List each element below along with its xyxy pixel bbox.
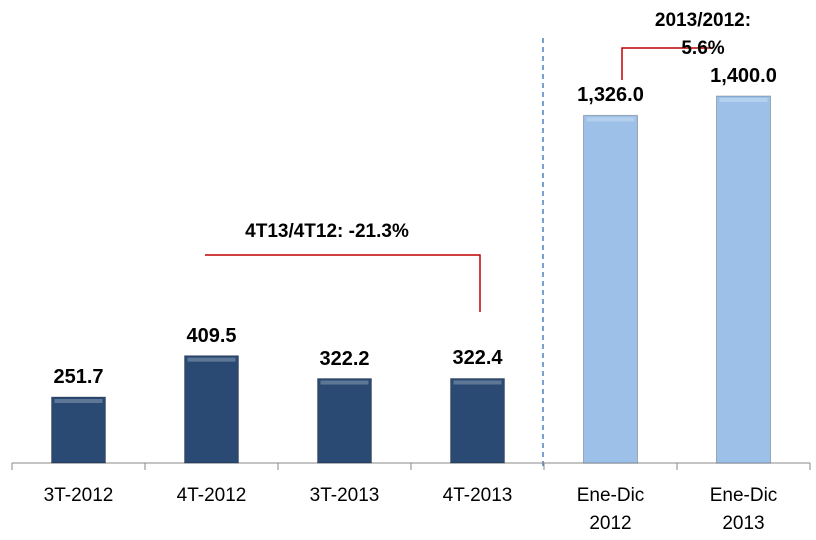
bar: [583, 114, 638, 464]
x-tick-label: 4T-2012: [176, 485, 247, 506]
bar-highlight: [187, 357, 236, 362]
x-tick-label: 3T-2012: [43, 485, 114, 506]
bar: [716, 95, 771, 464]
annotation: 4T13/4T12: -21.3%: [245, 221, 409, 242]
bracket: [205, 254, 481, 312]
value-label: 409.5: [186, 324, 237, 347]
bar: [184, 355, 239, 464]
bracket: [621, 47, 712, 80]
x-tick-label: Ene-Dic 2012: [576, 485, 645, 534]
x-tick-label: Ene-Dic 2013: [709, 485, 778, 534]
bar: [450, 377, 505, 464]
value-label: 1,400.0: [710, 65, 777, 87]
bar-highlight: [586, 117, 635, 122]
x-tick-label: 3T-2013: [309, 485, 380, 506]
x-tick-label: 4T-2013: [442, 485, 513, 506]
bar-highlight: [453, 380, 502, 385]
bar-highlight: [54, 399, 103, 404]
bar-highlight: [320, 380, 369, 385]
value-label: 322.4: [452, 347, 503, 370]
annotation: 2013/2012: 5.6%: [654, 10, 752, 59]
value-label: 251.7: [53, 366, 104, 389]
value-label: 1,326.0: [577, 84, 644, 107]
bar: [317, 378, 372, 464]
value-label: 322.2: [319, 347, 370, 370]
bar: [51, 396, 106, 464]
bar-highlight: [719, 98, 768, 102]
